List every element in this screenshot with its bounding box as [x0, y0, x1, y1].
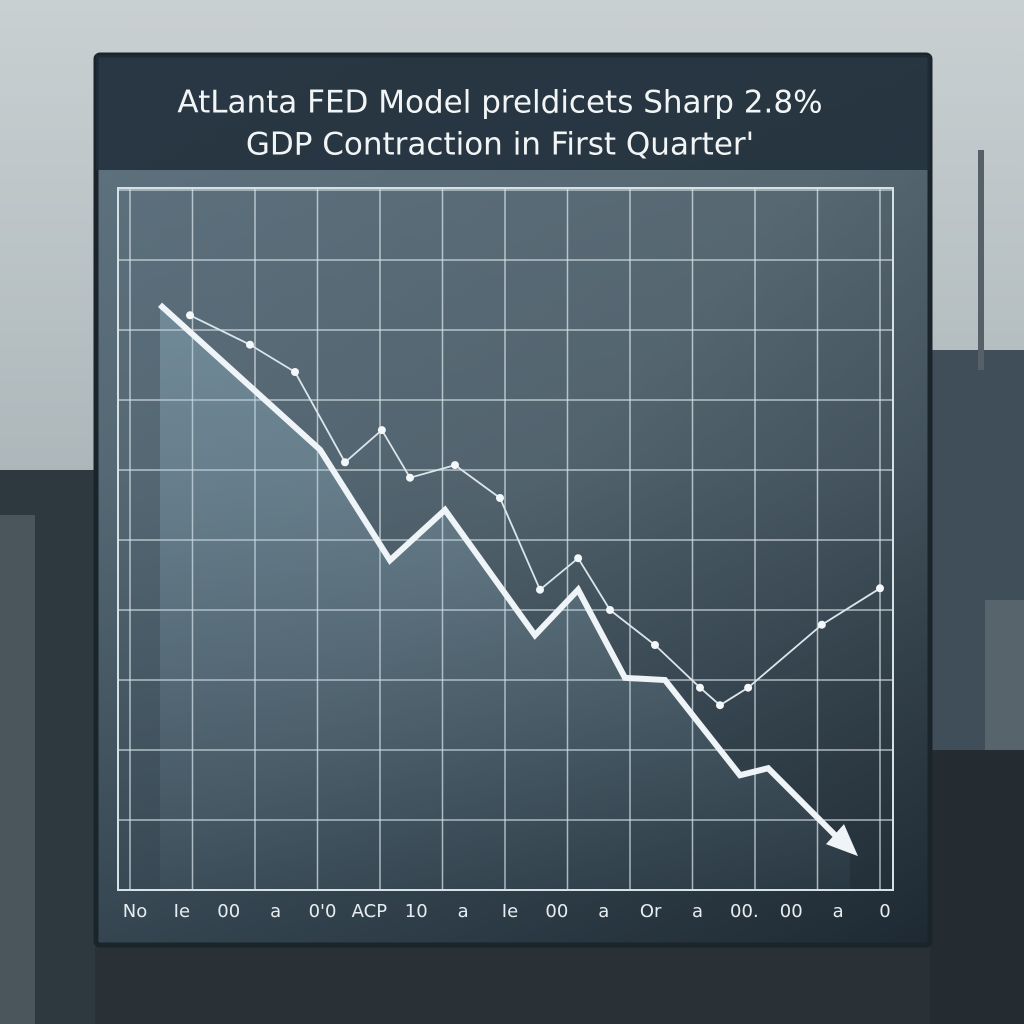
point — [377, 426, 386, 435]
point — [716, 701, 724, 710]
point — [574, 554, 583, 563]
skyline — [0, 150, 1024, 1024]
x-tick-label: a — [270, 901, 281, 922]
x-tick-label: 10 — [405, 901, 428, 922]
point — [696, 683, 704, 692]
point — [186, 311, 194, 320]
point — [406, 473, 414, 482]
arrow-head — [826, 824, 858, 857]
x-tick-label: a — [833, 901, 844, 922]
x-tick-label: ACP — [352, 901, 388, 922]
point — [651, 641, 659, 649]
point — [341, 458, 349, 467]
point — [536, 585, 544, 594]
x-tick-label: Or — [640, 901, 662, 922]
x-tick-label: Ie — [174, 901, 190, 922]
x-tick-label: 00 — [780, 901, 803, 922]
x-tick-label: 00. — [730, 901, 759, 922]
point — [606, 606, 614, 614]
point — [246, 340, 254, 349]
point — [744, 683, 753, 692]
x-tick-label: No — [123, 901, 147, 922]
x-tick-label: 0 — [879, 901, 890, 922]
title-bar — [96, 55, 930, 170]
point — [291, 368, 299, 376]
x-tick-label: 0'0 — [309, 901, 337, 922]
x-tick-label: a — [692, 901, 703, 922]
x-tick-label: 00 — [545, 901, 568, 922]
point — [876, 584, 884, 593]
x-tick-label: a — [458, 901, 469, 922]
line — [157, 302, 853, 853]
plot-area: No Ie 00 a 0'0 ACP 10 a Ie 00 a Or a 00. 00 a 0 — [117, 187, 894, 922]
x-tick-label: Ie — [502, 901, 518, 922]
x-tick-label: a — [598, 901, 609, 922]
point — [451, 461, 459, 470]
chart-title: GDP Contraction in First Quarter' — [246, 127, 754, 163]
point — [496, 494, 504, 502]
point — [817, 620, 826, 629]
x-tick-label: 00 — [217, 901, 240, 922]
chart-title: AtLanta FED Model preldicets Sharp 2.8% — [177, 85, 822, 121]
